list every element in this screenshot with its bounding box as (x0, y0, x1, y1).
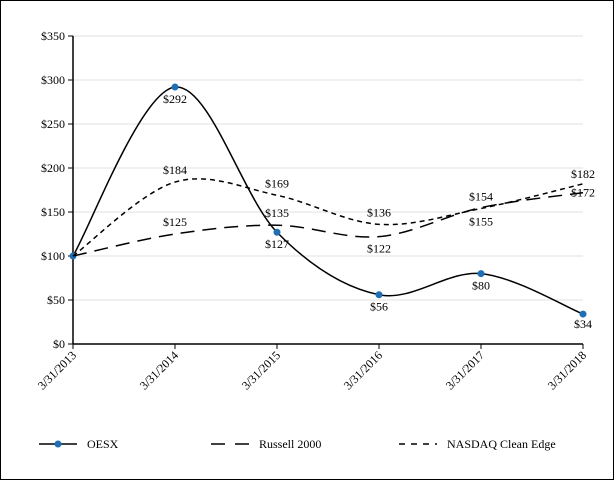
x-tick-label: 3/31/2015 (239, 348, 283, 392)
data-label: $182 (571, 167, 595, 181)
series-line-russell-2000 (72, 191, 584, 257)
y-tick-label: $350 (41, 29, 65, 43)
y-tick-label: $100 (41, 249, 65, 263)
data-label: $56 (370, 300, 388, 314)
x-tick-label: 3/31/2018 (545, 348, 589, 392)
legend-label: NASDAQ Clean Edge (447, 437, 556, 451)
data-label: $155 (469, 215, 493, 229)
y-tick-label: $0 (53, 337, 65, 351)
data-point (579, 310, 587, 318)
data-point (477, 270, 485, 278)
data-label: $122 (367, 242, 391, 256)
data-label: $292 (163, 92, 187, 106)
data-label: $80 (472, 279, 490, 293)
x-tick-label: 3/31/2013 (35, 348, 79, 392)
data-label: $169 (265, 176, 289, 190)
legend-label: Russell 2000 (259, 437, 321, 451)
x-tick-label: 3/31/2014 (137, 348, 181, 392)
series-line-nasdaq-clean-edge (72, 178, 584, 257)
x-tick-label: 3/31/2017 (443, 348, 487, 392)
data-label: $127 (265, 237, 289, 251)
y-tick-label: $200 (41, 161, 65, 175)
x-tick-label: 3/31/2016 (341, 348, 385, 392)
data-label: $154 (469, 189, 493, 203)
data-label: $125 (163, 215, 187, 229)
y-tick-label: $300 (41, 73, 65, 87)
data-label: $184 (163, 163, 187, 177)
legend-label: OESX (87, 437, 119, 451)
legend-marker (54, 440, 62, 448)
y-tick-label: $50 (47, 293, 65, 307)
data-label: $34 (574, 317, 592, 331)
data-label: $172 (571, 186, 595, 200)
data-point (375, 291, 383, 299)
data-label: $136 (367, 205, 391, 219)
y-tick-label: $250 (41, 117, 65, 131)
data-label: $135 (265, 206, 289, 220)
data-point (273, 228, 281, 236)
y-tick-label: $150 (41, 205, 65, 219)
data-point (171, 83, 179, 91)
series-line-oesx (72, 86, 584, 315)
